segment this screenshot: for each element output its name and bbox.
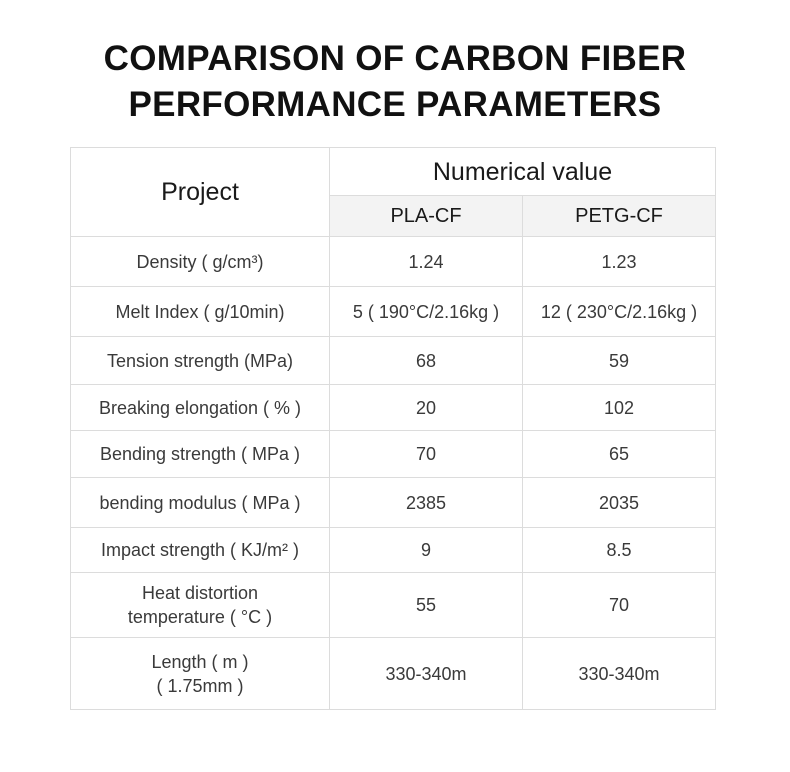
- table-row: Bending strength ( MPa ) 70 65: [70, 430, 716, 478]
- comparison-table: Project Numerical value PLA-CF PETG-CF D…: [70, 147, 716, 710]
- title-line-1: COMPARISON OF CARBON FIBER: [103, 39, 687, 78]
- header-row: Project Numerical value: [70, 147, 716, 237]
- petg-cf-value: 102: [522, 384, 716, 431]
- petg-cf-value: 65: [522, 430, 716, 478]
- row-label-line-1: Length ( m ): [151, 651, 249, 672]
- title-line-2: PERFORMANCE PARAMETERS: [128, 85, 662, 124]
- page-title: COMPARISON OF CARBON FIBER PERFORMANCE P…: [0, 36, 790, 128]
- petg-cf-value: 8.5: [522, 527, 716, 573]
- row-label: Bending strength ( MPa ): [70, 430, 330, 478]
- pla-cf-value: 1.24: [329, 236, 523, 287]
- petg-cf-value: 59: [522, 336, 716, 385]
- row-label-line-1: Heat distortion: [141, 583, 259, 603]
- pla-cf-value: 9: [329, 527, 523, 573]
- row-label: Tension strength (MPa): [70, 336, 330, 385]
- row-label: Length ( m ) ( 1.75mm ): [70, 637, 330, 710]
- pla-cf-value: 68: [329, 336, 523, 385]
- row-label-line-2: ( 1.75mm ): [156, 675, 244, 696]
- numerical-value-header: Numerical value: [329, 147, 716, 196]
- petg-cf-value: 2035: [522, 477, 716, 528]
- petg-cf-value: 1.23: [522, 236, 716, 287]
- table-row: Length ( m ) ( 1.75mm ) 330-340m 330-340…: [70, 637, 716, 710]
- petg-cf-value: 12 ( 230°C/2.16kg ): [522, 286, 716, 337]
- pla-cf-value: 70: [329, 430, 523, 478]
- pla-cf-value: 330-340m: [329, 637, 523, 710]
- row-label: Breaking elongation ( % ): [70, 384, 330, 431]
- subheader-row: PLA-CF PETG-CF: [71, 195, 716, 237]
- row-label: bending modulus ( MPa ): [70, 477, 330, 528]
- table-row: Tension strength (MPa) 68 59: [70, 336, 716, 385]
- pla-cf-value: 20: [329, 384, 523, 431]
- pla-cf-value: 5 ( 190°C/2.16kg ): [329, 286, 523, 337]
- table-row: Heat distortion temperature ( °C ) 55 70: [70, 572, 716, 638]
- table-row: Density ( g/cm³) 1.24 1.23: [70, 236, 716, 287]
- row-label: Melt Index ( g/10min): [70, 286, 330, 337]
- petg-cf-value: 70: [522, 572, 716, 638]
- row-label: Density ( g/cm³): [70, 236, 330, 287]
- table-row: bending modulus ( MPa ) 2385 2035: [70, 477, 716, 528]
- row-label: Heat distortion temperature ( °C ): [70, 572, 330, 638]
- column-header-petg-cf: PETG-CF: [522, 195, 716, 237]
- column-header-pla-cf: PLA-CF: [329, 195, 523, 237]
- table-row: Melt Index ( g/10min) 5 ( 190°C/2.16kg )…: [70, 286, 716, 337]
- pla-cf-value: 2385: [329, 477, 523, 528]
- table-row: Impact strength ( KJ/m² ) 9 8.5: [70, 527, 716, 573]
- pla-cf-value: 55: [329, 572, 523, 638]
- petg-cf-value: 330-340m: [522, 637, 716, 710]
- row-label: Impact strength ( KJ/m² ): [70, 527, 330, 573]
- project-header: Project: [70, 147, 330, 237]
- table-row: Breaking elongation ( % ) 20 102: [70, 384, 716, 431]
- row-label-line-2: temperature ( °C ): [127, 607, 273, 627]
